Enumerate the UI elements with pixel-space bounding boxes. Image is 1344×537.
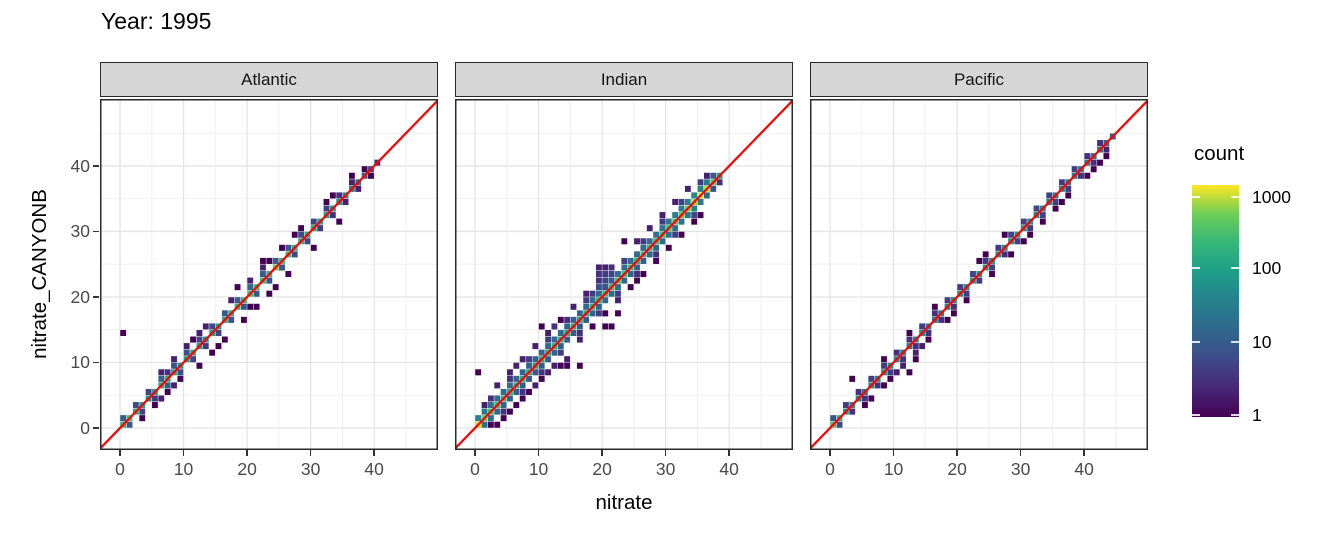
facet-strip-label: Atlantic <box>241 69 297 89</box>
x-tick-mark <box>956 450 958 456</box>
plot-panel-indian <box>454 99 794 450</box>
x-tick-label: 30 <box>300 459 321 479</box>
grid-major <box>100 99 438 450</box>
x-tick-label: 20 <box>592 459 612 479</box>
panel-canvas <box>99 99 439 450</box>
facet-strip-label: Indian <box>600 69 648 89</box>
facet-strip-atlantic: Atlantic <box>100 62 438 97</box>
chart-title: Year: 1995 <box>101 8 212 34</box>
legend-tick-mark <box>1192 413 1200 416</box>
panel-border <box>455 99 793 450</box>
x-tick-label: 20 <box>237 459 257 479</box>
x-tick-label: 40 <box>1074 459 1094 479</box>
facet-strip-indian: Indian <box>455 62 793 97</box>
x-tick-mark <box>1083 450 1085 456</box>
x-tick-label: 10 <box>528 459 549 479</box>
legend-tick-mark <box>1192 341 1200 344</box>
legend-title: count <box>1194 142 1245 165</box>
panel-canvas <box>454 99 794 450</box>
facet-strip-label: Pacific <box>953 69 1005 89</box>
panel-canvas <box>809 99 1149 450</box>
x-tick-mark <box>537 450 540 456</box>
grid-major <box>810 99 1148 450</box>
x-tick-mark <box>309 450 312 456</box>
x-tick-mark <box>892 450 895 456</box>
facet-strip-pacific: Pacific <box>810 62 1148 97</box>
x-tick-label: 0 <box>825 459 835 479</box>
grid-major <box>455 99 793 450</box>
plot-panel-pacific <box>809 99 1149 450</box>
panel-border <box>810 99 1148 450</box>
legend-tick-label: 1 <box>1252 404 1262 425</box>
x-tick-mark <box>601 450 603 456</box>
legend-tick-mark <box>1231 267 1239 270</box>
x-tick-mark <box>728 450 730 456</box>
x-tick-mark <box>474 450 476 456</box>
legend-tick-mark <box>1231 196 1239 199</box>
bins-layer <box>475 172 723 428</box>
x-tick-label: 30 <box>655 459 676 479</box>
y-tick-mark <box>93 230 99 233</box>
legend-tick-label: 100 <box>1252 258 1282 279</box>
x-tick-label: 10 <box>883 459 904 479</box>
y-axis-title: nitrate_CANYONB <box>28 189 51 359</box>
y-tick-mark <box>93 296 99 298</box>
legend-tick-label: 1000 <box>1252 187 1291 208</box>
identity-line <box>454 99 794 450</box>
legend-colorbar <box>1192 185 1239 417</box>
y-tick-label: 40 <box>70 155 90 176</box>
x-tick-mark <box>829 450 831 456</box>
x-tick-mark <box>373 450 375 456</box>
identity-line <box>809 99 1149 450</box>
y-tick-label: 20 <box>70 286 90 307</box>
x-tick-label: 30 <box>1010 459 1031 479</box>
y-tick-mark <box>93 165 99 167</box>
legend-tick-mark <box>1231 341 1239 344</box>
grid-minor <box>455 99 793 450</box>
x-tick-mark <box>119 450 121 456</box>
identity-line <box>99 99 439 450</box>
y-tick-mark <box>93 427 99 429</box>
y-tick-label: 10 <box>70 352 90 373</box>
y-tick-label: 30 <box>70 221 90 242</box>
x-tick-label: 40 <box>719 459 739 479</box>
x-tick-mark <box>1019 450 1022 456</box>
legend-tick-label: 10 <box>1252 332 1272 353</box>
x-tick-mark <box>664 450 667 456</box>
x-axis-title: nitrate <box>595 491 653 514</box>
x-tick-label: 0 <box>470 459 480 479</box>
x-tick-label: 40 <box>364 459 384 479</box>
x-tick-label: 0 <box>115 459 125 479</box>
legend-tick-mark <box>1192 267 1200 270</box>
x-tick-mark <box>246 450 248 456</box>
x-tick-mark <box>182 450 185 456</box>
y-tick-mark <box>93 361 99 364</box>
legend-tick-mark <box>1192 196 1200 199</box>
y-tick-label: 0 <box>80 417 90 438</box>
x-tick-label: 20 <box>947 459 967 479</box>
panel-border <box>100 99 438 450</box>
x-tick-label: 10 <box>173 459 194 479</box>
plot-panel-atlantic <box>99 99 439 450</box>
legend-tick-mark <box>1231 413 1239 416</box>
grid-minor <box>100 99 438 450</box>
grid-minor <box>810 99 1148 450</box>
